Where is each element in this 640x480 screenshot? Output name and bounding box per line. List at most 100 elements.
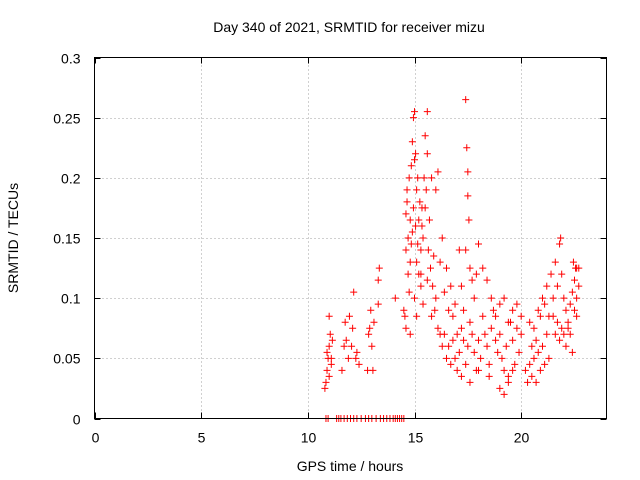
data-point bbox=[402, 210, 410, 218]
data-point bbox=[472, 270, 480, 278]
plot-frame bbox=[94, 57, 607, 419]
data-point bbox=[492, 336, 500, 344]
data-point bbox=[536, 366, 544, 374]
data-point bbox=[428, 174, 436, 182]
data-point bbox=[365, 330, 373, 338]
data-point bbox=[420, 174, 428, 182]
data-point bbox=[325, 342, 333, 350]
data-point bbox=[432, 294, 440, 302]
data-point bbox=[496, 330, 504, 338]
data-point bbox=[414, 174, 422, 182]
data-point bbox=[411, 108, 418, 116]
data-point bbox=[443, 264, 450, 272]
data-point bbox=[374, 300, 382, 308]
x-tick-label: 20 bbox=[514, 430, 530, 446]
x-axis-label: GPS time / hours bbox=[297, 458, 404, 474]
data-point bbox=[543, 282, 551, 290]
data-point bbox=[460, 306, 468, 314]
data-point bbox=[403, 186, 411, 194]
data-point bbox=[564, 324, 572, 332]
data-point bbox=[404, 270, 412, 278]
data-point bbox=[447, 360, 455, 368]
data-point bbox=[321, 384, 329, 392]
x-tick-label: 0 bbox=[92, 430, 100, 446]
data-point bbox=[338, 366, 346, 374]
data-point bbox=[475, 366, 482, 374]
data-point bbox=[549, 294, 557, 302]
data-point bbox=[545, 354, 553, 362]
y-tick-labels: 0 0.05 0.1 0.15 0.2 0.25 0.3 bbox=[53, 51, 80, 428]
data-point bbox=[479, 264, 487, 272]
data-point bbox=[573, 294, 581, 302]
data-point bbox=[409, 204, 417, 212]
data-point bbox=[539, 342, 546, 350]
data-point bbox=[412, 150, 420, 158]
data-point bbox=[406, 258, 414, 266]
data-point bbox=[457, 324, 465, 332]
data-point bbox=[489, 306, 497, 314]
data-point bbox=[532, 378, 540, 386]
data-point bbox=[423, 108, 431, 116]
data-point bbox=[453, 366, 461, 374]
data-point bbox=[438, 342, 446, 350]
data-point bbox=[513, 324, 521, 332]
data-point bbox=[418, 222, 426, 230]
data-point bbox=[340, 342, 348, 350]
data-point bbox=[427, 264, 434, 272]
data-point bbox=[547, 270, 555, 278]
data-point bbox=[431, 306, 439, 314]
data-point bbox=[530, 354, 538, 362]
data-point bbox=[536, 312, 544, 320]
data-point bbox=[530, 324, 538, 332]
data-point bbox=[564, 318, 572, 326]
data-point bbox=[367, 306, 375, 314]
data-point bbox=[477, 354, 485, 362]
data-point bbox=[369, 366, 377, 374]
data-point bbox=[438, 234, 446, 242]
data-point bbox=[325, 312, 333, 320]
x-tick-labels: 0 5 10 15 20 bbox=[92, 430, 530, 446]
data-point bbox=[436, 258, 444, 266]
y-tick-label: 0 bbox=[73, 412, 81, 428]
data-point bbox=[556, 240, 564, 248]
data-point bbox=[562, 342, 570, 350]
data-points bbox=[321, 96, 583, 422]
data-point bbox=[500, 390, 508, 398]
data-point bbox=[428, 312, 436, 320]
data-point bbox=[526, 360, 534, 368]
data-point bbox=[445, 342, 453, 350]
data-point bbox=[449, 312, 457, 320]
y-tick-label: 0.25 bbox=[53, 111, 80, 127]
data-point bbox=[558, 270, 566, 278]
data-point bbox=[342, 336, 350, 344]
data-point bbox=[462, 246, 470, 254]
data-point bbox=[368, 342, 376, 350]
data-point bbox=[413, 258, 421, 266]
data-point bbox=[517, 312, 525, 320]
data-point bbox=[562, 306, 570, 314]
data-point bbox=[417, 246, 425, 254]
data-point bbox=[475, 240, 482, 248]
data-point bbox=[539, 294, 546, 302]
data-point bbox=[349, 324, 357, 332]
data-point bbox=[485, 372, 493, 380]
data-point bbox=[509, 306, 517, 314]
data-point bbox=[348, 342, 356, 350]
data-point bbox=[534, 348, 542, 356]
data-point bbox=[498, 354, 506, 362]
data-point bbox=[504, 378, 512, 386]
data-point bbox=[401, 312, 409, 320]
data-point bbox=[440, 288, 448, 296]
data-point bbox=[553, 282, 561, 290]
data-point bbox=[406, 330, 414, 338]
data-point bbox=[575, 282, 583, 290]
data-point bbox=[465, 216, 473, 224]
x-tick-label: 15 bbox=[408, 430, 424, 446]
data-point bbox=[405, 174, 413, 182]
data-point bbox=[556, 336, 564, 344]
data-point bbox=[460, 336, 468, 344]
data-point bbox=[407, 240, 415, 248]
data-point bbox=[415, 216, 423, 224]
data-point bbox=[425, 216, 433, 224]
